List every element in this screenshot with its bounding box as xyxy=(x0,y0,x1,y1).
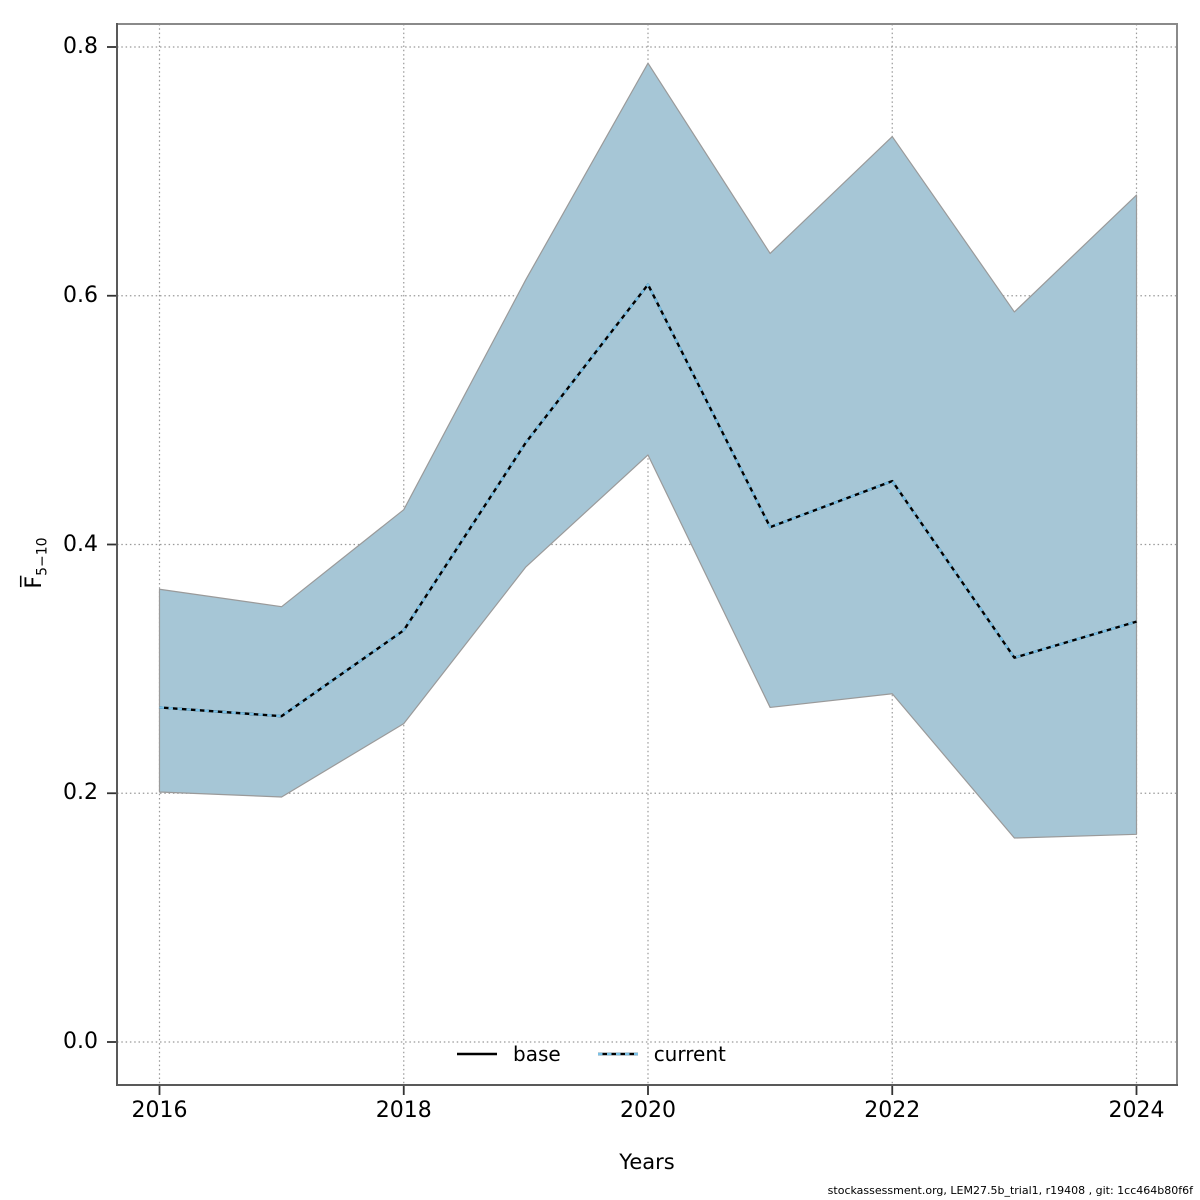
confidence-band xyxy=(158,62,1138,839)
base-line-sample xyxy=(457,1052,497,1056)
x-tick-label: 2024 xyxy=(1108,1098,1165,1123)
current-line xyxy=(159,283,1137,718)
y-tick-label: 0.6 xyxy=(63,282,98,308)
axis-ticks xyxy=(107,46,1138,1095)
legend-label-current: current xyxy=(653,1042,726,1066)
legend-item-base: base xyxy=(456,1042,561,1066)
legend-item-current: current xyxy=(597,1042,726,1066)
x-tick-label: 2022 xyxy=(864,1098,921,1123)
x-tick-label: 2020 xyxy=(620,1098,676,1123)
legend-label-base: base xyxy=(513,1042,561,1066)
y-tick-label: 0.2 xyxy=(63,780,98,806)
footer-attribution: stockassessment.org, LEM27.5b_trial1, r1… xyxy=(827,1184,1193,1197)
plot-border xyxy=(116,23,1178,1086)
y-tick-label: 0.0 xyxy=(63,1029,98,1054)
y-axis-title-base: F̅ xyxy=(22,575,47,589)
y-tick-label: 0.8 xyxy=(63,34,98,59)
x-axis-title: Years xyxy=(619,1150,675,1174)
y-tick-label: 0.4 xyxy=(63,531,98,557)
y-axis-title: F̅5−10 xyxy=(20,501,52,625)
current-line-sample xyxy=(597,1052,638,1056)
x-tick-label: 2016 xyxy=(131,1098,188,1123)
legend: base current xyxy=(456,1042,726,1066)
x-tick-label: 2018 xyxy=(375,1098,432,1123)
